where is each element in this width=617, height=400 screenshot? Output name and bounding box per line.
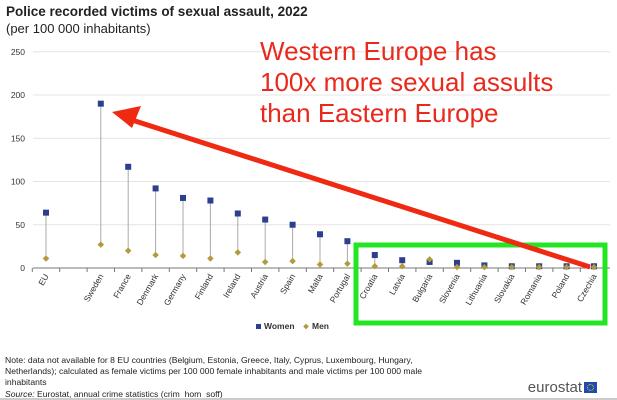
y-tick-label: 150 [11, 133, 25, 143]
men-marker [398, 263, 406, 270]
women-marker [454, 259, 460, 266]
chart-note: Note: data not available for 8 EU countr… [5, 355, 423, 387]
source-label: Source: [5, 389, 35, 399]
legend-women-label: Women [264, 321, 295, 331]
legend-men-label: Men [312, 321, 329, 331]
men-marker [590, 263, 598, 271]
arrow-head-icon [112, 106, 141, 128]
x-tick-label: Slovenia [437, 272, 462, 305]
y-tick-label: 0 [20, 263, 25, 273]
x-tick-label: EU [36, 272, 51, 287]
y-tick-label: 50 [16, 220, 26, 230]
x-tick-label: Sweden [82, 272, 106, 304]
women-marker [317, 231, 323, 238]
source-text: Eurostat, annual crime statistics (crim_… [34, 389, 223, 399]
men-marker [97, 241, 105, 248]
eurostat-logo: eurostat [528, 379, 597, 396]
men-marker [179, 252, 187, 260]
y-tick-label: 100 [11, 177, 25, 187]
x-tick-label: Poland [549, 272, 571, 300]
men-marker [481, 263, 488, 271]
women-marker [207, 197, 214, 204]
legend-women-marker [256, 324, 261, 329]
x-tick-label: Spain [278, 272, 298, 296]
x-tick-label: France [111, 272, 133, 300]
men-marker [261, 258, 269, 266]
x-tick-label: Lithuania [463, 272, 489, 307]
x-tick-label: Latvia [387, 272, 407, 297]
y-tick-label: 250 [11, 47, 25, 57]
x-tick-label: Croatia [357, 272, 379, 301]
women-marker [262, 216, 269, 223]
x-tick-label: Finland [193, 272, 216, 301]
men-marker [152, 251, 159, 259]
men-marker [124, 247, 132, 254]
x-tick-label: Romania [518, 272, 544, 307]
x-tick-label: Portugal [328, 272, 353, 305]
women-marker [97, 100, 104, 107]
x-tick-label: Malta [306, 272, 325, 295]
x-tick-label: Germany [162, 271, 189, 307]
men-marker [371, 263, 379, 270]
annotation-text: Western Europe has 100x more sexual assu… [260, 36, 553, 129]
chart-title: Police recorded victims of sexual assaul… [6, 4, 308, 19]
x-tick-label: Austria [248, 272, 270, 300]
men-marker [508, 263, 516, 271]
women-marker [125, 163, 132, 170]
legend-men-marker [303, 323, 309, 330]
x-tick-label: Slovakia [492, 272, 517, 305]
women-marker [371, 252, 378, 259]
bottom-divider [0, 398, 617, 400]
men-marker [426, 256, 433, 263]
men-marker [535, 263, 543, 271]
y-tick-label: 200 [11, 90, 25, 100]
men-marker [316, 261, 324, 268]
men-marker [42, 255, 50, 262]
annotation-arrow [131, 117, 591, 270]
x-tick-label: Bulgaria [410, 272, 434, 304]
chart-source: Source: Eurostat, annual crime statistic… [5, 389, 223, 399]
women-marker [344, 238, 351, 245]
x-tick-label: Czechia [575, 272, 599, 304]
women-marker [399, 257, 406, 264]
logo-text: eurostat [527, 379, 582, 396]
x-tick-label: Ireland [221, 272, 243, 300]
annotation-line-1: Western Europe has [260, 36, 497, 66]
men-marker [289, 257, 296, 265]
annotation-line-2: 100x more sexual assults [260, 67, 554, 97]
men-marker [234, 249, 242, 256]
annotation-line-3: than Eastern Europe [260, 98, 499, 128]
men-marker [344, 260, 351, 267]
women-marker [289, 221, 296, 228]
highlight-box [353, 242, 608, 326]
men-marker [563, 263, 570, 271]
women-marker [43, 209, 49, 216]
women-marker [234, 210, 241, 217]
men-marker [453, 263, 461, 271]
men-marker [207, 255, 214, 262]
chart-subtitle: (per 100 000 inhabitants) [6, 21, 151, 36]
x-tick-label: Denmark [134, 271, 160, 307]
eu-flag-icon [584, 382, 597, 393]
women-marker [180, 194, 186, 201]
women-marker [152, 185, 159, 192]
